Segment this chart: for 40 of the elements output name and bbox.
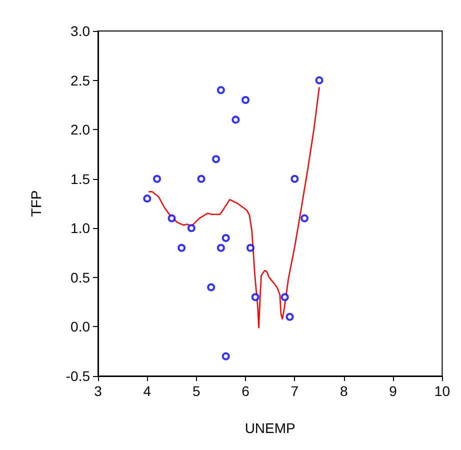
line-series — [148, 86, 320, 328]
x-tick-label: 10 — [434, 383, 450, 399]
point — [251, 293, 260, 302]
point — [153, 174, 162, 183]
point — [286, 312, 294, 321]
point — [216, 244, 225, 252]
point — [187, 224, 196, 232]
point — [197, 174, 206, 183]
point — [232, 116, 240, 124]
point — [222, 234, 230, 242]
point — [315, 76, 324, 84]
y-tick-label: 2.5 — [70, 72, 90, 88]
point — [207, 283, 216, 292]
point — [216, 86, 225, 94]
point — [300, 214, 309, 222]
y-tick-label: 1.0 — [70, 220, 90, 236]
point — [178, 244, 186, 252]
x-tick-label: 4 — [143, 383, 152, 399]
y-tick-label: 2.0 — [70, 122, 90, 138]
point — [290, 174, 299, 183]
y-tick-label: -0.5 — [66, 368, 90, 384]
x-tick-label: 5 — [192, 383, 200, 399]
x-axis-title: UNEMP — [244, 420, 296, 436]
x-tick-label: 3 — [94, 383, 102, 399]
x-tick-label: 6 — [242, 383, 250, 399]
y-tick-label: 1.5 — [70, 170, 90, 187]
point — [280, 293, 289, 302]
point — [246, 244, 254, 252]
point — [168, 214, 176, 222]
point — [222, 352, 230, 360]
y-tick-label: 0.0 — [70, 318, 90, 335]
y-tick-label: 0.5 — [70, 269, 90, 286]
x-tick-label: 9 — [389, 383, 398, 399]
point — [143, 194, 152, 203]
y-tick-label: 3.0 — [70, 23, 90, 39]
x-tick-label: 8 — [340, 383, 348, 399]
point — [242, 96, 250, 104]
x-tick-label: 7 — [290, 383, 299, 399]
point — [212, 155, 220, 164]
y-axis-title: TFP — [28, 190, 44, 217]
